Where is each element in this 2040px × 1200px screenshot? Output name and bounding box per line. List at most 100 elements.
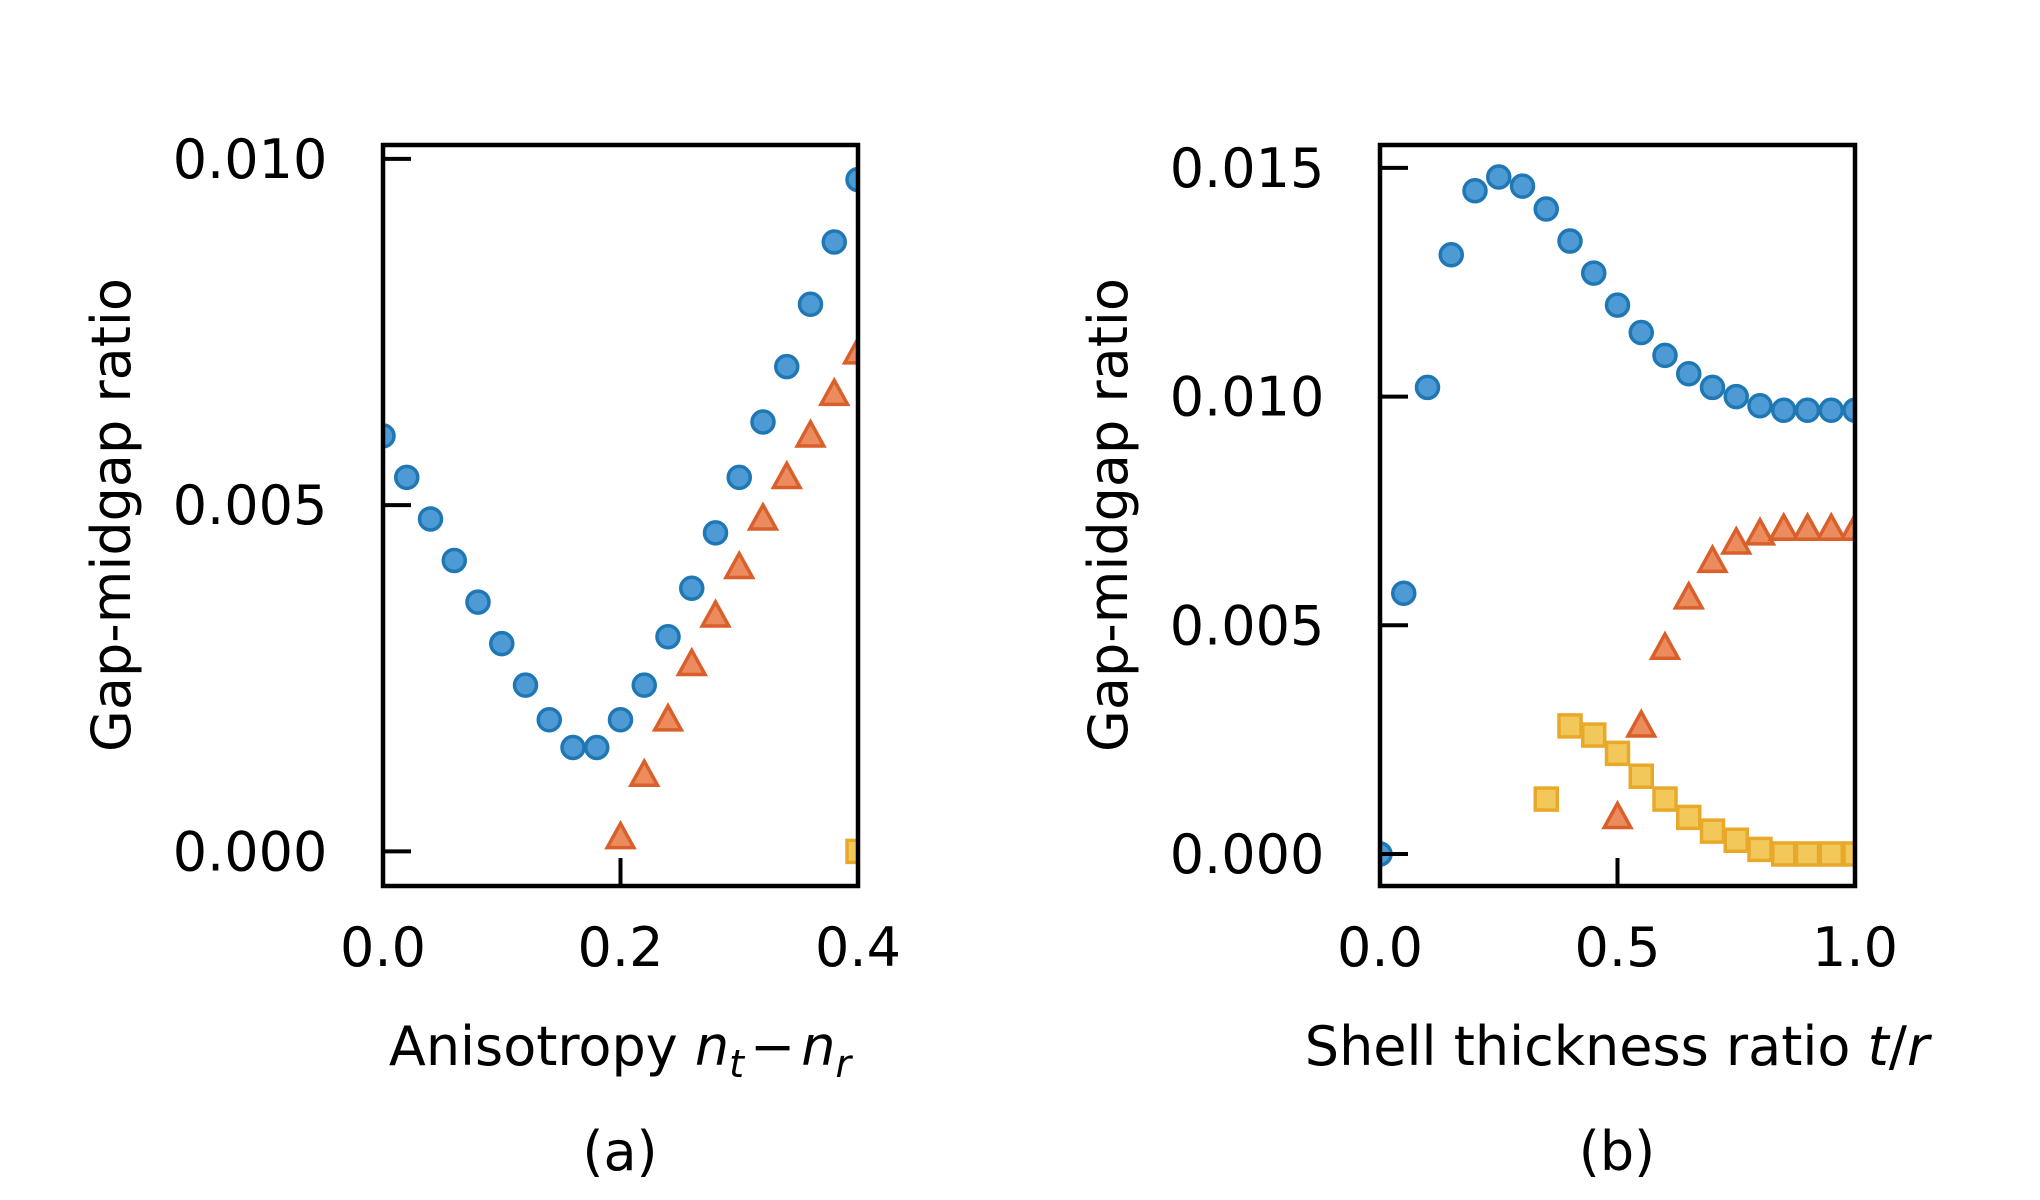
panel-b-triangle-point	[1791, 511, 1824, 542]
panel-a-xlabel-sub2: r	[835, 1042, 853, 1086]
panel-b-square-point	[1723, 827, 1749, 854]
panel-a-xlabel-sub1: t	[729, 1042, 746, 1086]
panel-b-circle-point	[1533, 196, 1559, 222]
panel-b-triangle-point	[1814, 511, 1848, 542]
panel-a-triangle-point	[770, 459, 804, 490]
panel-a-circle-point	[679, 575, 705, 601]
panel-b-square-point	[1771, 841, 1797, 867]
panel-b-circle-point	[1509, 173, 1536, 199]
panel-a-circle-point	[536, 707, 562, 733]
panel-a-xtick-label: 0.2	[578, 916, 664, 979]
panel-a-circle-point	[512, 672, 539, 698]
panel-b-square-point	[1794, 841, 1821, 867]
panel-b-circle-point	[1628, 319, 1654, 346]
panel-b-circle-point	[1438, 242, 1464, 268]
panel-b-triangle-point	[1838, 511, 1855, 542]
panel-a-triangle-point	[675, 646, 709, 677]
panel-a-ylabel: Gap-midgap ratio	[80, 278, 143, 752]
panel-b-series-group	[1380, 164, 1855, 867]
panel-b-xtick-label: 0.5	[1575, 916, 1661, 979]
panel-b-triangle-point	[1696, 543, 1729, 574]
panel-a-circle-point	[631, 672, 657, 698]
panel-b-circle-point	[1771, 397, 1797, 424]
panel-a-xlabel: Anisotropy nt − nr	[389, 1015, 854, 1086]
panel-a-triangle-point	[841, 335, 858, 365]
panel-a-circle-point	[441, 547, 467, 574]
panel-b-circle-point	[1462, 177, 1488, 204]
panel-b-square-point	[1842, 841, 1855, 867]
panel-a-circle-point	[489, 630, 515, 657]
panel-b-square-point	[1581, 722, 1607, 748]
panel-a-marks	[383, 166, 858, 865]
panel-a-triangle-point	[794, 418, 827, 448]
panel-a-circle-point	[655, 623, 681, 650]
panel-a-circle-point	[584, 734, 610, 761]
panel-b-ytick-label: 0.015	[1170, 137, 1325, 200]
panel-b-xlabel: Shell thickness ratio t/r	[1305, 1015, 1932, 1078]
panel-a-triangle-point	[699, 598, 732, 628]
panel-a-xtick-label: 0.4	[815, 916, 901, 979]
panel-b-xtick-label: 0.0	[1337, 916, 1423, 979]
panel-b-triangle-point	[1648, 630, 1682, 660]
panel-a-triangle-point	[722, 549, 756, 580]
panel-a-circle-point	[417, 506, 444, 532]
panel-a-circle-point	[607, 707, 634, 733]
panel-b-square-point	[1557, 713, 1583, 739]
panel-a-circle-point	[465, 589, 491, 615]
panel-b-square-point	[1533, 786, 1559, 812]
panel-b-circle-point	[1794, 397, 1821, 424]
panel-a-frame	[380, 142, 861, 889]
panel-b-square-point	[1676, 804, 1702, 831]
panel-b-caption: (b)	[1579, 1120, 1655, 1183]
panel-b-square-point	[1818, 841, 1844, 867]
panel-a-circle-point	[702, 520, 729, 546]
panel-a-ticks: 0.0 0.2 0.4 0.000 0.005 0.010	[173, 128, 901, 979]
panel-b-circle-point	[1676, 360, 1702, 387]
panel-b-ytick-label: 0.005	[1170, 594, 1325, 657]
panel-b-ytick-label: 0.000	[1170, 823, 1325, 886]
panel-b-circle-point	[1747, 392, 1773, 419]
panel-b-xlabel-text: Shell thickness ratio	[1305, 1015, 1868, 1078]
panel-a-circle-point	[560, 734, 586, 761]
panel-b-triangle-point	[1601, 799, 1634, 830]
panel-a-xlabel-op: −	[750, 1015, 795, 1078]
panel-a-ytick-label: 0.000	[173, 820, 328, 883]
panel-a-triangle-point	[604, 819, 637, 850]
panel-a-ytick-label: 0.010	[173, 128, 328, 191]
panel-a-triangle-point	[651, 702, 685, 732]
panel-b-square-point	[1699, 818, 1726, 844]
panel-b-circle-point	[1699, 374, 1726, 401]
panel-a-circle-point	[845, 166, 858, 193]
panel-b-square-point	[1652, 786, 1678, 812]
panel-b-xlabel-op: /	[1889, 1015, 1908, 1078]
panel-b-circle-point	[1818, 397, 1844, 424]
panel-b-ylabel: Gap-midgap ratio	[1077, 278, 1140, 752]
panel-a-circle-point	[750, 409, 776, 435]
panel-b-triangle-point	[1719, 525, 1753, 555]
panel-b-ticks: 0.0 0.5 1.0 0.000 0.005 0.010 0.015	[1170, 137, 1898, 979]
panel-b-xtick-label: 1.0	[1812, 916, 1898, 979]
panel-b-triangle-point	[1624, 708, 1658, 738]
panel-b-triangle-point	[1767, 511, 1801, 542]
panel-a-triangle-point	[627, 757, 661, 788]
panel-b-xlabel-var2: r	[1907, 1015, 1932, 1078]
panel-b-square-point	[1747, 836, 1773, 863]
panel-a-circle-point	[383, 423, 396, 449]
panel-b-circle-point	[1557, 228, 1583, 254]
panel-a-ytick-label: 0.005	[173, 474, 328, 537]
panel-b-square-point	[1628, 763, 1654, 789]
panel-b-circle-point	[1604, 292, 1631, 318]
panel-b-circle-point	[1723, 383, 1749, 410]
panel-a-circle-point	[774, 353, 800, 380]
panel-b-circle-point	[1842, 397, 1855, 424]
panel-a-xlabel-var2: n	[801, 1015, 835, 1078]
panel-a-circle-point	[726, 464, 752, 491]
panel-a-square-point	[845, 838, 858, 865]
panel-a-xtick-label: 0.0	[340, 916, 426, 979]
panel-a-triangle-point	[746, 501, 780, 531]
panel-a-triangle-point	[817, 376, 851, 407]
panel-b-circle-point	[1581, 260, 1607, 286]
panel-b-square-point	[1604, 740, 1631, 767]
panel-a-circle-point	[394, 464, 420, 491]
